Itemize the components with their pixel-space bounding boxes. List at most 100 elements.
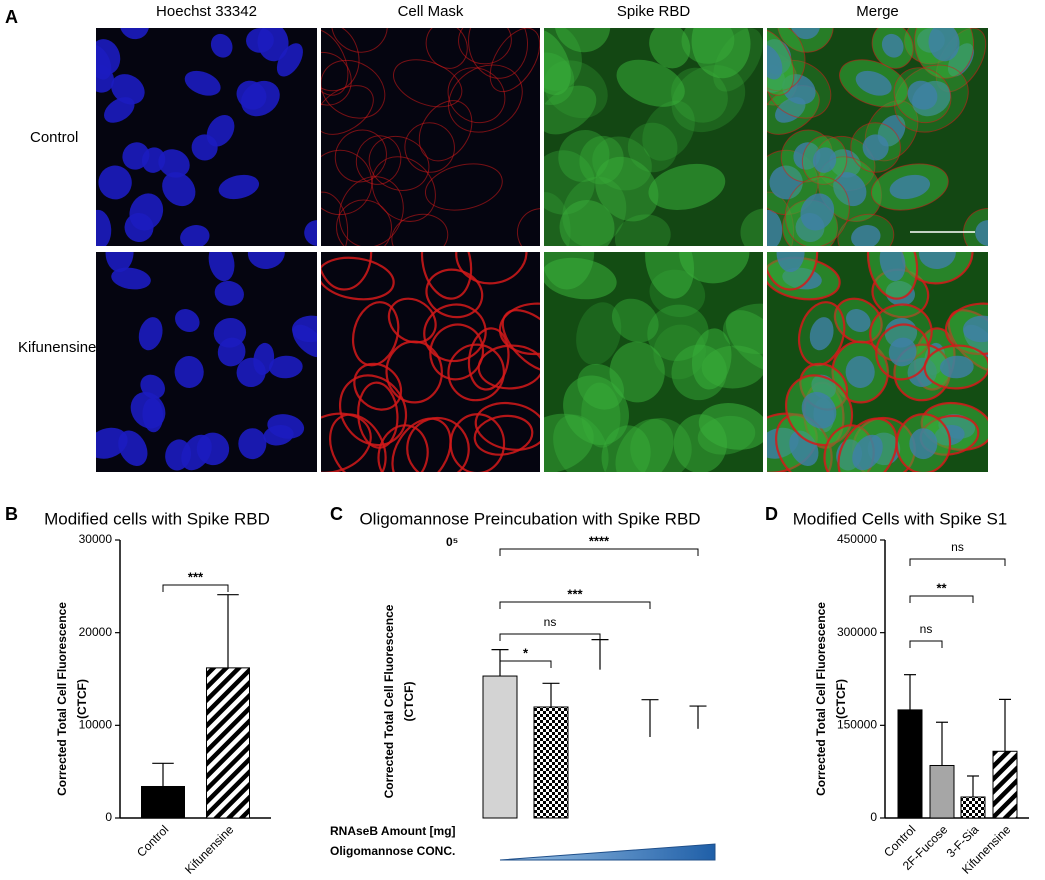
nucleus [852, 434, 883, 471]
cell-membrane [784, 374, 854, 447]
micrograph [321, 28, 540, 246]
nucleus [263, 425, 294, 446]
error-bar [689, 705, 707, 729]
nucleus [118, 430, 148, 466]
significance-bracket [499, 548, 699, 556]
bar [929, 764, 955, 819]
nucleus [962, 315, 988, 343]
nucleus [96, 44, 112, 80]
cell-body [601, 425, 651, 472]
nucleus [855, 70, 892, 96]
nucleus [175, 309, 200, 333]
cell-body [609, 341, 665, 403]
panel-label: B [5, 504, 18, 524]
cell-membrane [837, 417, 898, 472]
nucleus [181, 434, 212, 471]
cell-membrane [474, 401, 540, 451]
annotation: RNAseB Amount [mg] [330, 824, 456, 838]
cell-body [576, 302, 622, 366]
cell-body [544, 252, 595, 290]
cell-membrane [321, 256, 395, 301]
cell-membrane [477, 344, 540, 390]
nucleus [184, 70, 221, 96]
y-axis-label: (CTCF) [834, 679, 848, 719]
nucleus [96, 209, 112, 246]
micrograph [96, 252, 317, 472]
cell-membrane [777, 28, 834, 53]
cell-membrane [391, 213, 449, 246]
nucleus [141, 147, 166, 173]
cell-body [722, 303, 763, 355]
nucleus [801, 391, 837, 429]
y-tick-label: 450000 [837, 532, 877, 546]
cell-membrane [371, 156, 436, 222]
nucleus [851, 225, 881, 246]
panel-label: C [330, 504, 343, 524]
cell-membrane [321, 28, 360, 92]
nucleus [928, 28, 960, 62]
cell-membrane [893, 67, 952, 124]
cell-membrane [455, 252, 528, 285]
cell-body [559, 200, 615, 246]
nucleus [975, 220, 988, 246]
cell-membrane [767, 191, 795, 246]
cell-membrane [767, 256, 841, 301]
cell-membrane [423, 303, 487, 363]
axis-text: 0⁵ [446, 535, 458, 549]
significance-bracket [909, 595, 974, 603]
nucleus [174, 355, 204, 388]
cell-membrane [338, 176, 404, 246]
y-tick-label: 300000 [837, 625, 877, 639]
cell-body [611, 298, 659, 343]
y-tick-label: 150000 [837, 718, 877, 732]
cell-body [544, 29, 571, 96]
cell-body [544, 257, 617, 300]
nucleus [291, 315, 317, 343]
cell-membrane [334, 129, 387, 183]
cell-membrane [473, 414, 534, 456]
cell-membrane [336, 199, 392, 246]
cell-membrane [767, 149, 819, 216]
significance-bracket [162, 584, 229, 592]
cell-membrane [331, 28, 388, 53]
cell-membrane [321, 28, 349, 96]
row-label: Control [30, 129, 78, 146]
cell-membrane [468, 28, 529, 79]
y-axis-label: Corrected Total Cell Fluorescence [382, 604, 396, 798]
nucleus [217, 337, 246, 367]
cell-body [616, 59, 685, 107]
cell-membrane [962, 208, 988, 246]
cell-membrane [767, 252, 819, 291]
y-axis-label: (CTCF) [402, 682, 416, 722]
y-tick-label: 0 [870, 810, 877, 824]
significance-bracket [909, 558, 1006, 566]
nucleus [210, 33, 233, 58]
cell-membrane [355, 135, 402, 185]
cell-body [627, 122, 678, 173]
cell-membrane [321, 252, 373, 291]
significance-label: ns [920, 622, 933, 636]
bar [206, 667, 250, 819]
micrograph [767, 252, 988, 472]
nucleus [214, 280, 244, 306]
error-bar [999, 698, 1011, 752]
cell-membrane [321, 149, 373, 216]
concentration-wedge [499, 843, 716, 861]
significance-label: * [523, 645, 529, 660]
bar [141, 785, 185, 819]
nucleus [208, 252, 235, 282]
cell-body [544, 85, 597, 135]
chart-title: Oligomannose Preincubation with Spike RB… [359, 509, 700, 528]
cell-body [691, 328, 732, 390]
error-bar [542, 682, 560, 707]
significance-label: *** [188, 569, 204, 584]
cell-body [558, 129, 610, 182]
cell-membrane [914, 28, 975, 79]
cell-membrane [871, 28, 914, 69]
cell-body [581, 382, 621, 448]
cell-body [777, 28, 834, 53]
cell-membrane [839, 59, 909, 108]
cell-body [671, 64, 746, 133]
bar [482, 675, 518, 819]
